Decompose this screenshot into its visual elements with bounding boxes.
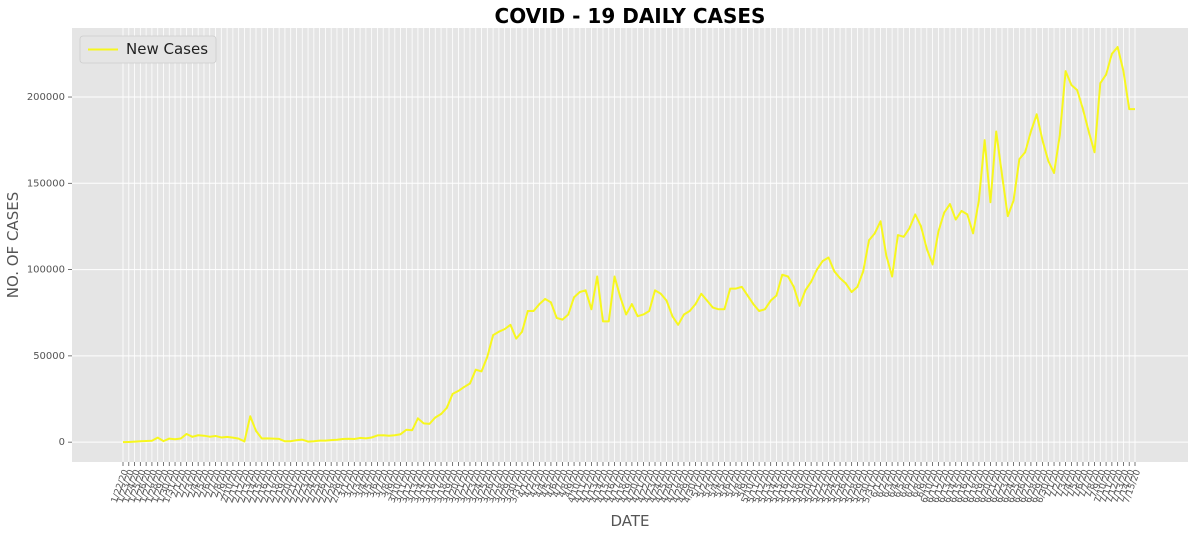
y-axis-label: NO. OF CASES — [4, 192, 22, 298]
y-tick-label: 50000 — [33, 351, 65, 362]
legend: New Cases — [79, 35, 217, 64]
chart-title: COVID - 19 DAILY CASES — [495, 4, 766, 28]
y-tick-label: 200000 — [27, 92, 65, 103]
y-tick-label: 150000 — [27, 178, 65, 189]
plot-area — [72, 28, 1188, 462]
x-axis-label: DATE — [610, 512, 649, 530]
legend-label: New Cases — [126, 40, 208, 58]
y-tick-label: 0 — [59, 437, 65, 448]
legend-box — [79, 35, 217, 64]
y-tick-label: 100000 — [27, 265, 65, 276]
series-line — [122, 45, 1135, 444]
